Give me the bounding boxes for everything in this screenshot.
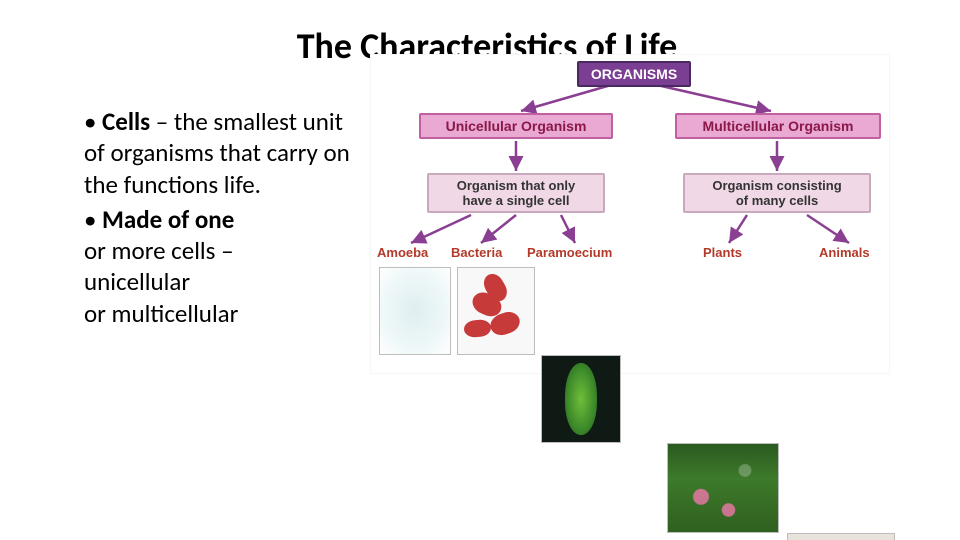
bullet-cells-term: Cells bbox=[102, 106, 150, 137]
diagram-node-uni: Unicellular Organism bbox=[419, 113, 613, 139]
diagram-leaf-amoeba: Amoeba bbox=[377, 245, 428, 260]
diagram-leaf-bacteria: Bacteria bbox=[451, 245, 502, 260]
slide: The Characteristics of Life •Cells – the… bbox=[0, 0, 960, 540]
diagram-node-multi_desc: Organism consistingof many cells bbox=[683, 173, 871, 213]
body-row: •Cells – the smallest unit of organisms … bbox=[84, 106, 890, 374]
bullet-cells: •Cells – the smallest unit of organisms … bbox=[84, 106, 364, 200]
diagram-image-plants bbox=[667, 443, 779, 533]
bullet-made-of: •Made of one bbox=[84, 204, 364, 235]
diagram-node-uni_desc: Organism that onlyhave a single cell bbox=[427, 173, 605, 213]
diagram-arrow bbox=[807, 215, 849, 243]
diagram-arrow bbox=[521, 85, 611, 111]
bullet-made-of-term: Made of one bbox=[102, 204, 234, 235]
diagram-image-amoeba bbox=[379, 267, 451, 355]
diagram-leaf-paramoecium: Paramoecium bbox=[527, 245, 612, 260]
bullet-line-5: or multicellular bbox=[84, 298, 364, 329]
diagram-leaf-animals: Animals bbox=[819, 245, 870, 260]
diagram-image-bacteria bbox=[457, 267, 535, 355]
diagram-image-animals bbox=[787, 533, 895, 540]
bullet-list: •Cells – the smallest unit of organisms … bbox=[84, 106, 364, 329]
diagram-arrow bbox=[729, 215, 747, 243]
diagram-node-root: ORGANISMS bbox=[577, 61, 691, 87]
diagram-arrow bbox=[411, 215, 471, 243]
diagram-node-multi: Multicellular Organism bbox=[675, 113, 881, 139]
diagram-image-paramoecium bbox=[541, 355, 621, 443]
bullet-line-4: unicellular bbox=[84, 266, 364, 297]
diagram-arrow bbox=[481, 215, 516, 243]
diagram-arrow bbox=[561, 215, 575, 243]
bullet-line-3: or more cells – bbox=[84, 235, 364, 266]
organisms-diagram: ORGANISMS Unicellular Organism Multicellul… bbox=[370, 54, 890, 374]
diagram-arrow bbox=[657, 85, 771, 111]
diagram-leaf-plants: Plants bbox=[703, 245, 742, 260]
